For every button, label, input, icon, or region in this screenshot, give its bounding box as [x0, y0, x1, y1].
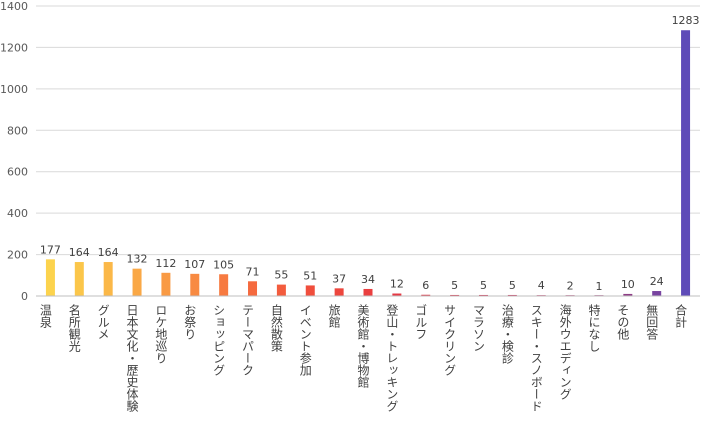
bar	[74, 262, 84, 296]
data-label: 34	[361, 273, 375, 286]
x-tick-label: 登山・トレッキング	[385, 303, 399, 412]
bar	[219, 274, 229, 296]
bar	[334, 288, 344, 296]
y-tick-label: 800	[7, 124, 28, 137]
x-tick-label: 特になし	[587, 303, 601, 352]
data-label: 2	[567, 280, 574, 293]
x-tick-label: グルメ	[96, 304, 110, 340]
x-tick-label: 美術館・博物館	[356, 304, 370, 388]
y-tick-label: 600	[7, 166, 28, 179]
x-tick-label: 名所観光	[67, 303, 81, 352]
y-axis-ticks: 0 200 400 600 800 1000 1200 1400	[0, 0, 28, 303]
x-tick-label: その他	[616, 304, 630, 340]
data-label: 24	[650, 275, 664, 288]
data-label: 5	[480, 279, 487, 292]
x-tick-label: 治療・検診	[500, 304, 514, 364]
data-label: 12	[390, 278, 404, 291]
bar	[132, 268, 142, 296]
data-label: 5	[509, 279, 516, 292]
data-label: 4	[538, 279, 545, 292]
x-tick-label: 海外ウエディング	[558, 303, 572, 400]
y-tick-label: 1400	[0, 0, 28, 13]
bar	[248, 281, 258, 296]
data-label: 164	[69, 246, 90, 259]
data-label: 107	[184, 258, 205, 271]
data-label: 37	[332, 272, 346, 285]
bar	[421, 294, 431, 296]
bar	[392, 293, 402, 296]
x-tick-label: 無回答	[645, 303, 659, 341]
data-label: 10	[621, 278, 635, 291]
y-tick-label: 0	[21, 290, 28, 303]
x-tick-label: ゴルフ	[414, 303, 428, 340]
data-label: 177	[40, 243, 61, 256]
bar	[363, 288, 373, 296]
bar	[103, 262, 113, 296]
x-tick-label: ショッピング	[212, 304, 226, 376]
bar	[507, 294, 517, 296]
y-tick-label: 1200	[0, 41, 28, 54]
x-tick-label: 日本文化・歴史体験	[125, 304, 139, 413]
y-tick-label: 1000	[0, 83, 28, 96]
data-label: 55	[274, 269, 288, 282]
bar	[305, 285, 315, 296]
bar	[623, 293, 633, 296]
data-label: 105	[213, 258, 234, 271]
x-tick-label: スキー・スノボード	[529, 304, 543, 412]
y-tick-label: 400	[7, 207, 28, 220]
x-tick-label: テーマパーク	[241, 304, 255, 376]
data-label: 132	[127, 253, 148, 266]
y-tick-label: 200	[7, 249, 28, 262]
x-tick-label: お祭り	[183, 304, 197, 340]
data-label: 51	[303, 269, 317, 282]
x-tick-label: ロケ地巡り	[154, 304, 168, 364]
bar	[190, 273, 200, 296]
x-tick-label: 旅館	[327, 304, 341, 328]
x-tick-label: イベント参加	[298, 304, 312, 377]
data-label: 5	[451, 279, 458, 292]
bar	[681, 30, 691, 296]
bar	[478, 294, 488, 296]
x-axis-labels: 温泉 名所観光 グルメ 日本文化・歴史体験 ロケ地巡り お祭り ショッピング テーマパーク 自然…	[38, 303, 687, 413]
x-tick-label: 合計	[674, 303, 688, 328]
data-label: 6	[422, 279, 429, 292]
data-label: 1	[595, 280, 602, 293]
data-label: 1283	[672, 14, 700, 27]
data-label: 164	[98, 246, 119, 259]
bars	[45, 30, 691, 296]
x-tick-label: マラソン	[471, 304, 485, 352]
bar	[161, 272, 171, 296]
x-tick-label: 自然散策	[269, 304, 283, 352]
gridlines	[36, 5, 700, 256]
bar	[45, 259, 55, 296]
data-label: 112	[155, 257, 176, 270]
x-tick-label: 温泉	[38, 304, 52, 328]
data-label: 71	[246, 265, 260, 278]
bar	[450, 294, 460, 296]
bar	[276, 284, 286, 296]
bar	[652, 291, 662, 296]
x-tick-label: サイクリング	[443, 304, 457, 376]
